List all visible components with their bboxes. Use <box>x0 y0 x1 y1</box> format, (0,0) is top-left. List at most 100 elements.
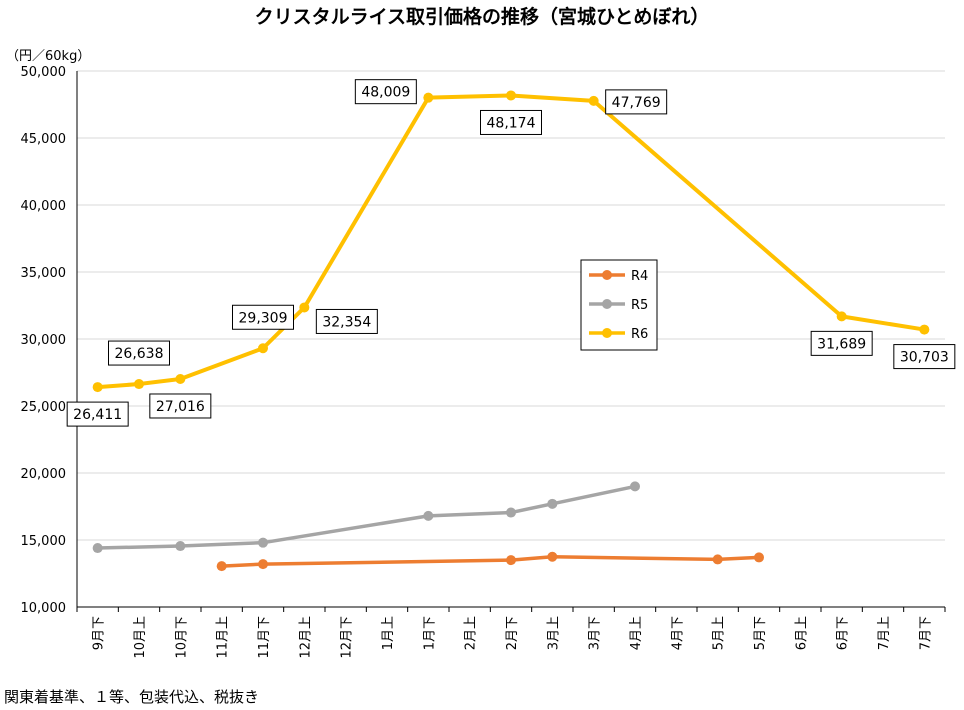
data-label-text: 26,638 <box>115 346 164 362</box>
x-tick-label: 11月上 <box>216 616 231 659</box>
data-label: 30,703 <box>893 344 956 370</box>
data-point-r6 <box>836 311 847 322</box>
data-label: 29,309 <box>232 304 294 330</box>
data-label-box <box>232 304 294 330</box>
data-label-box <box>480 109 542 135</box>
legend-item-r5: R5 <box>589 298 648 313</box>
data-point-r4 <box>547 551 558 562</box>
legend-label: R5 <box>631 298 648 313</box>
x-tick-label: 4月下 <box>670 616 685 650</box>
data-point-r6 <box>134 379 144 390</box>
chart-title: クリスタルライス取引価格の推移（宮城ひとめぼれ） <box>255 5 710 28</box>
data-point-r5 <box>506 507 516 518</box>
data-point-r4 <box>754 552 764 563</box>
x-tick-label: 10月下 <box>174 616 189 659</box>
data-label: 47,769 <box>605 89 668 115</box>
data-label: 48,174 <box>480 109 542 135</box>
x-tick-label: 5月上 <box>712 616 727 650</box>
data-point-r5 <box>258 537 268 548</box>
x-tick-label: 1月下 <box>422 616 437 650</box>
legend-swatch-marker <box>602 299 612 309</box>
legend-label: R4 <box>631 269 648 284</box>
data-point-r6 <box>92 382 103 393</box>
y-axis-unit-label: （円／60kg） <box>6 49 90 64</box>
y-tick-label: 30,000 <box>21 333 67 348</box>
data-point-r6 <box>258 343 268 354</box>
x-tick-label: 2月上 <box>464 616 479 650</box>
data-point-r4 <box>712 554 723 565</box>
data-label-text: 30,703 <box>900 350 949 366</box>
data-label-box <box>108 340 170 366</box>
footnote: 関東着基準、１等、包装代込、税抜き <box>4 688 260 706</box>
data-label-box <box>315 308 378 334</box>
x-tick-label: 7月下 <box>918 616 933 650</box>
x-tick-label: 3月上 <box>546 616 561 650</box>
data-point-r5 <box>423 510 434 521</box>
x-tick-label: 6月上 <box>794 616 809 650</box>
y-tick-label: 45,000 <box>21 132 67 147</box>
data-label-text: 29,309 <box>239 310 288 326</box>
x-tick-label: 3月下 <box>588 616 603 650</box>
x-tick-label: 6月下 <box>836 616 851 650</box>
x-tick-label: 2月下 <box>505 616 520 650</box>
x-tick-label: 9月下 <box>92 616 107 650</box>
data-label: 26,638 <box>108 340 170 366</box>
y-tick-label: 50,000 <box>21 65 67 80</box>
data-label-text: 31,689 <box>817 336 866 352</box>
data-point-r6 <box>423 92 434 103</box>
x-tick-label: 4月上 <box>629 616 644 650</box>
x-tick-label: 12月上 <box>298 616 313 659</box>
data-point-r6 <box>175 373 186 384</box>
legend-item-r4: R4 <box>589 269 648 284</box>
data-label-text: 47,769 <box>612 95 661 111</box>
data-label-text: 48,009 <box>361 85 410 101</box>
data-point-r5 <box>175 541 186 552</box>
legend-swatch-marker <box>602 328 612 338</box>
y-tick-label: 35,000 <box>21 266 67 281</box>
series-line-r4 <box>221 555 760 568</box>
legend-swatch-marker <box>602 270 612 280</box>
data-labels: 26,411 26,638 27,016 29,309 32,354 48,009 48,1… <box>66 79 956 427</box>
data-label: 26,411 <box>66 401 129 427</box>
data-point-r6 <box>299 302 310 313</box>
x-tick-label: 1月上 <box>381 616 396 650</box>
data-label-text: 27,016 <box>156 399 205 415</box>
data-label-text: 26,411 <box>73 407 122 423</box>
data-point-r4 <box>506 555 516 566</box>
x-tick-label: 11月下 <box>257 616 272 659</box>
x-tick-label: 12月下 <box>340 616 355 659</box>
data-label-box <box>893 344 956 370</box>
axes: 10,000 15,000 20,000 25,000 30,000 35,000 40,0… <box>21 65 946 659</box>
series-lines <box>92 90 930 572</box>
data-label: 48,009 <box>354 79 417 105</box>
y-tick-label: 25,000 <box>21 400 67 415</box>
data-label-text: 32,354 <box>322 314 371 330</box>
data-point-r5 <box>92 543 103 554</box>
data-label: 31,689 <box>810 330 873 356</box>
y-tick-label: 20,000 <box>21 467 67 482</box>
legend: R4 R5 R6 <box>580 259 658 351</box>
data-point-r5 <box>547 498 558 509</box>
data-point-r4 <box>258 559 268 570</box>
data-label: 32,354 <box>315 308 378 334</box>
data-point-r6 <box>506 90 516 101</box>
data-label-box <box>810 330 873 356</box>
data-point-r4 <box>216 561 227 572</box>
data-point-r5 <box>630 481 640 492</box>
series-line-r6 <box>97 93 925 390</box>
data-label-box <box>66 401 129 427</box>
x-tick-label: 5月下 <box>753 616 768 650</box>
series-line-r5 <box>97 484 636 550</box>
data-label-box <box>149 393 212 419</box>
data-label-box <box>354 79 417 105</box>
y-tick-label: 15,000 <box>21 534 67 549</box>
y-tick-label: 40,000 <box>21 199 67 214</box>
x-tick-label: 7月上 <box>877 616 892 650</box>
data-label-box <box>605 89 668 115</box>
y-tick-label: 10,000 <box>21 601 67 616</box>
legend-label: R6 <box>631 327 648 342</box>
gridlines <box>77 70 945 541</box>
data-point-r6 <box>588 95 599 106</box>
legend-item-r6: R6 <box>589 327 648 342</box>
